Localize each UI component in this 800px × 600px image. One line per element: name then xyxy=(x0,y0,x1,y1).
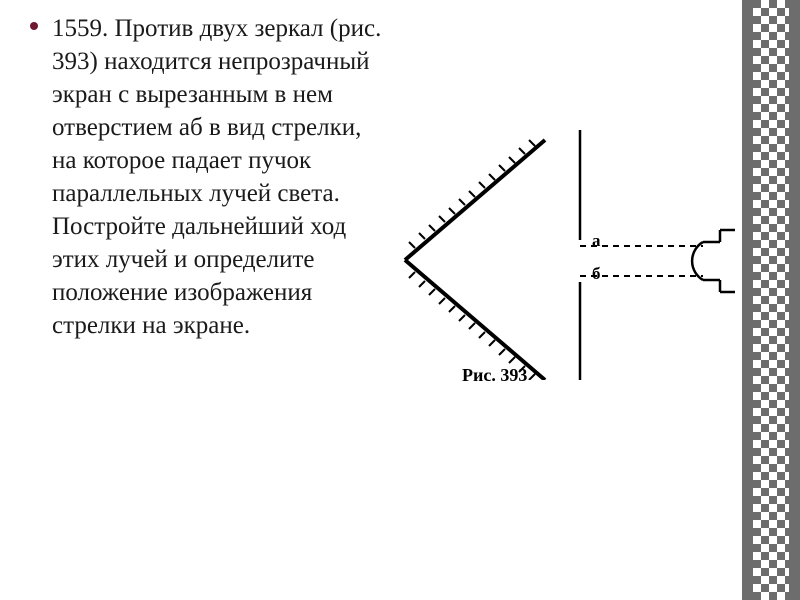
upper-mirror xyxy=(405,140,545,260)
figure-caption: Рис. 393 xyxy=(462,365,527,386)
upper-mirror-hatch xyxy=(409,140,535,248)
side-decoration xyxy=(742,0,800,600)
light-source xyxy=(692,230,735,292)
slide: 1559. Против двух зеркал (рис. 393) нахо… xyxy=(0,0,800,600)
problem-body: Против двух зеркал (рис. 393) находится … xyxy=(52,15,381,339)
problem-text: 1559. Против двух зеркал (рис. 393) нахо… xyxy=(52,12,392,342)
problem-number: 1559. xyxy=(52,15,108,42)
label-b: б xyxy=(592,264,601,284)
bullet-marker xyxy=(30,22,38,30)
checker-pattern xyxy=(753,0,789,600)
label-a: а xyxy=(592,231,601,251)
stripe-mid xyxy=(753,0,789,600)
figure-svg xyxy=(395,120,735,380)
physics-figure: а б xyxy=(395,120,735,400)
lower-mirror-hatch xyxy=(409,272,535,380)
lower-mirror xyxy=(405,260,545,380)
